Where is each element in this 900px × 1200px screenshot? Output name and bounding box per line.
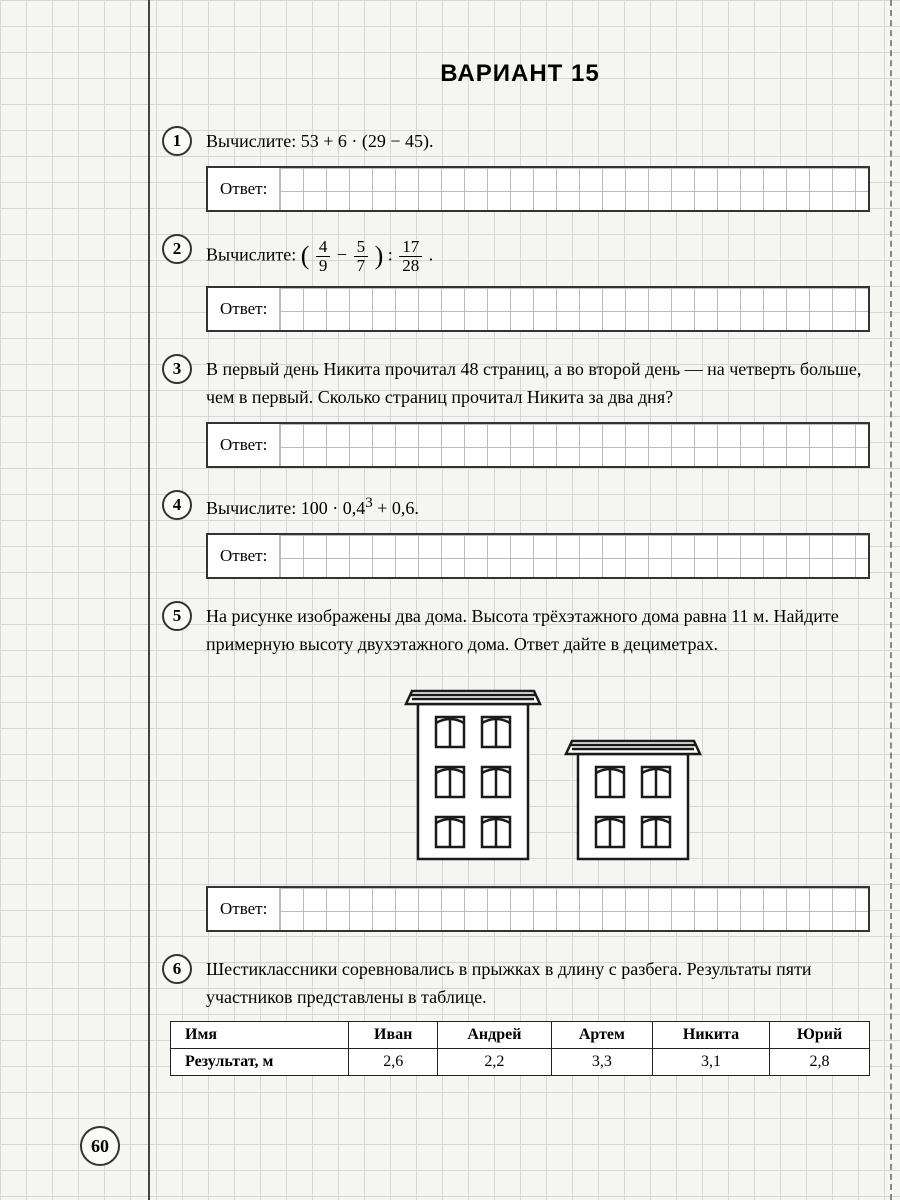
- colon: :: [388, 244, 398, 264]
- col-2: Андрей: [437, 1022, 551, 1049]
- left-margin-rule: [148, 0, 150, 1200]
- val-2: 2,2: [437, 1049, 551, 1076]
- fraction-2: 5 7: [354, 238, 369, 275]
- problem-1: 1 Вычислите: 53 + 6 · (29 − 45). Ответ:: [170, 128, 870, 212]
- problem-2: 2 Вычислите: ( 4 9 − 5 7 ) : 17 28 . Отв…: [170, 236, 870, 332]
- problem-text: Вычислите: ( 4 9 − 5 7 ) : 17 28 .: [206, 236, 870, 276]
- page-content: ВАРИАНТ 15 1 Вычислите: 53 + 6 · (29 − 4…: [170, 60, 870, 1100]
- val-1: 2,6: [349, 1049, 438, 1076]
- problem-number: 4: [162, 490, 192, 520]
- answer-label: Ответ:: [208, 424, 280, 466]
- col-5: Юрий: [770, 1022, 870, 1049]
- answer-box[interactable]: Ответ:: [206, 422, 870, 468]
- answer-box[interactable]: Ответ:: [206, 533, 870, 579]
- problem-number: 3: [162, 354, 192, 384]
- problem-number: 2: [162, 234, 192, 264]
- col-4: Никита: [652, 1022, 769, 1049]
- problem-text: В первый день Никита прочитал 48 страниц…: [206, 356, 870, 412]
- answer-label: Ответ:: [208, 535, 280, 577]
- answer-box[interactable]: Ответ:: [206, 886, 870, 932]
- problem-4: 4 Вычислите: 100 · 0,43 + 0,6. Ответ:: [170, 492, 870, 579]
- results-table: Имя Иван Андрей Артем Никита Юрий Резуль…: [170, 1021, 870, 1076]
- text-suffix: .: [429, 244, 434, 264]
- answer-grid[interactable]: [280, 168, 868, 210]
- problem-number: 6: [162, 954, 192, 984]
- answer-label: Ответ:: [208, 168, 280, 210]
- problem-3: 3 В первый день Никита прочитал 48 стран…: [170, 356, 870, 468]
- answer-box[interactable]: Ответ:: [206, 286, 870, 332]
- problem-5: 5 На рисунке изображены два дома. Высота…: [170, 603, 870, 932]
- right-cut-line: [890, 0, 892, 1200]
- minus: −: [337, 244, 352, 264]
- col-name: Имя: [171, 1022, 349, 1049]
- val-3: 3,3: [551, 1049, 652, 1076]
- problem-text: Шестиклассники соревновались в прыжках в…: [206, 956, 870, 1012]
- houses-illustration: [206, 669, 870, 874]
- answer-grid[interactable]: [280, 288, 868, 330]
- problem-text: Вычислите: 53 + 6 · (29 − 45).: [206, 128, 870, 156]
- problem-number: 1: [162, 126, 192, 156]
- problem-text: Вычислите: 100 · 0,43 + 0,6.: [206, 492, 870, 523]
- table-data-row: Результат, м 2,6 2,2 3,3 3,1 2,8: [171, 1049, 870, 1076]
- problem-number: 5: [162, 601, 192, 631]
- col-3: Артем: [551, 1022, 652, 1049]
- row-label: Результат, м: [171, 1049, 349, 1076]
- answer-box[interactable]: Ответ:: [206, 166, 870, 212]
- answer-grid[interactable]: [280, 888, 868, 930]
- val-4: 3,1: [652, 1049, 769, 1076]
- fraction-1: 4 9: [316, 238, 331, 275]
- answer-label: Ответ:: [208, 888, 280, 930]
- page-number: 60: [80, 1126, 120, 1166]
- col-1: Иван: [349, 1022, 438, 1049]
- fraction-3: 17 28: [399, 238, 422, 275]
- answer-label: Ответ:: [208, 288, 280, 330]
- table-header-row: Имя Иван Андрей Артем Никита Юрий: [171, 1022, 870, 1049]
- problem-text: На рисунке изображены два дома. Высота т…: [206, 603, 870, 659]
- answer-grid[interactable]: [280, 535, 868, 577]
- text-prefix: Вычислите:: [206, 244, 301, 264]
- answer-grid[interactable]: [280, 424, 868, 466]
- val-5: 2,8: [770, 1049, 870, 1076]
- page-title: ВАРИАНТ 15: [170, 60, 870, 88]
- problem-6: 6 Шестиклассники соревновались в прыжках…: [170, 956, 870, 1077]
